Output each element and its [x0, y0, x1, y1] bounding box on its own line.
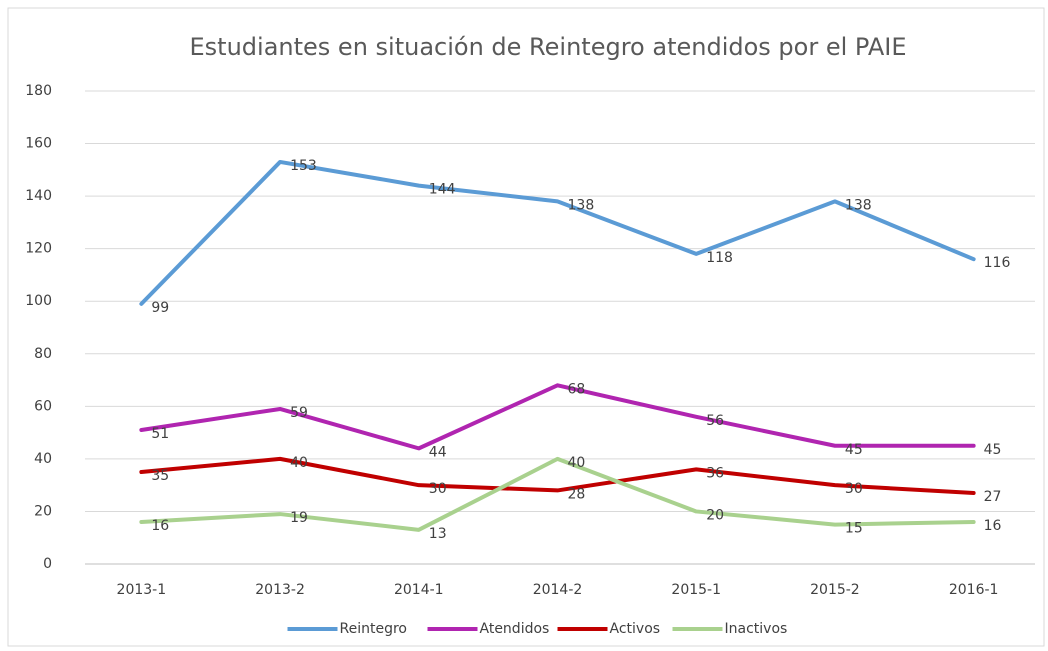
legend-label: Inactivos — [725, 621, 788, 637]
data-label: 144 — [429, 182, 456, 198]
data-label: 36 — [706, 465, 724, 481]
y-tick-label: 60 — [34, 398, 52, 414]
y-tick-label: 0 — [43, 556, 52, 572]
data-label: 30 — [845, 481, 863, 497]
chart-title: Estudiantes en situación de Reintegro at… — [190, 33, 907, 61]
x-tick-label: 2015-2 — [810, 582, 860, 598]
series-line — [139, 456, 976, 532]
legend-label: Reintegro — [340, 621, 407, 637]
data-label: 40 — [290, 455, 308, 471]
data-label: 35 — [151, 468, 169, 484]
data-label: 20 — [706, 507, 724, 523]
data-label: 13 — [429, 526, 447, 542]
data-label: 28 — [568, 486, 586, 502]
data-label: 27 — [984, 489, 1002, 505]
data-label: 19 — [290, 510, 308, 526]
chart-border — [7, 7, 1045, 647]
data-label: 45 — [845, 442, 863, 458]
y-tick-label: 40 — [34, 451, 52, 467]
x-tick-label: 2013-2 — [255, 582, 305, 598]
data-label: 118 — [706, 250, 733, 266]
y-tick-label: 180 — [25, 83, 52, 99]
x-tick-label: 2013-1 — [117, 582, 167, 598]
data-label: 138 — [568, 197, 595, 213]
data-label: 16 — [151, 518, 169, 534]
data-label: 99 — [151, 300, 169, 316]
y-tick-label: 160 — [25, 136, 52, 152]
data-label: 30 — [429, 481, 447, 497]
x-tick-label: 2014-2 — [533, 582, 583, 598]
y-tick-label: 100 — [25, 293, 52, 309]
series-line — [139, 383, 976, 451]
y-tick-label: 80 — [34, 346, 52, 362]
y-tick-label: 120 — [25, 241, 52, 257]
data-label: 56 — [706, 413, 724, 429]
legend-label: Atendidos — [480, 621, 550, 637]
data-label: 116 — [984, 255, 1011, 271]
data-label: 16 — [984, 518, 1002, 534]
series-line — [139, 159, 976, 306]
x-tick-label: 2014-1 — [394, 582, 444, 598]
data-label: 153 — [290, 158, 317, 174]
data-label: 51 — [151, 426, 169, 442]
y-tick-label: 20 — [34, 503, 52, 519]
x-tick-label: 2016-1 — [949, 582, 999, 598]
data-label: 68 — [568, 381, 586, 397]
legend-label: Activos — [610, 621, 661, 637]
data-label: 138 — [845, 197, 872, 213]
data-label: 40 — [568, 455, 586, 471]
x-tick-label: 2015-1 — [671, 582, 721, 598]
data-label: 44 — [429, 444, 447, 460]
y-tick-label: 140 — [25, 188, 52, 204]
series-line — [139, 456, 976, 496]
data-label: 59 — [290, 405, 308, 421]
data-label: 45 — [984, 442, 1002, 458]
data-label: 15 — [845, 521, 863, 537]
